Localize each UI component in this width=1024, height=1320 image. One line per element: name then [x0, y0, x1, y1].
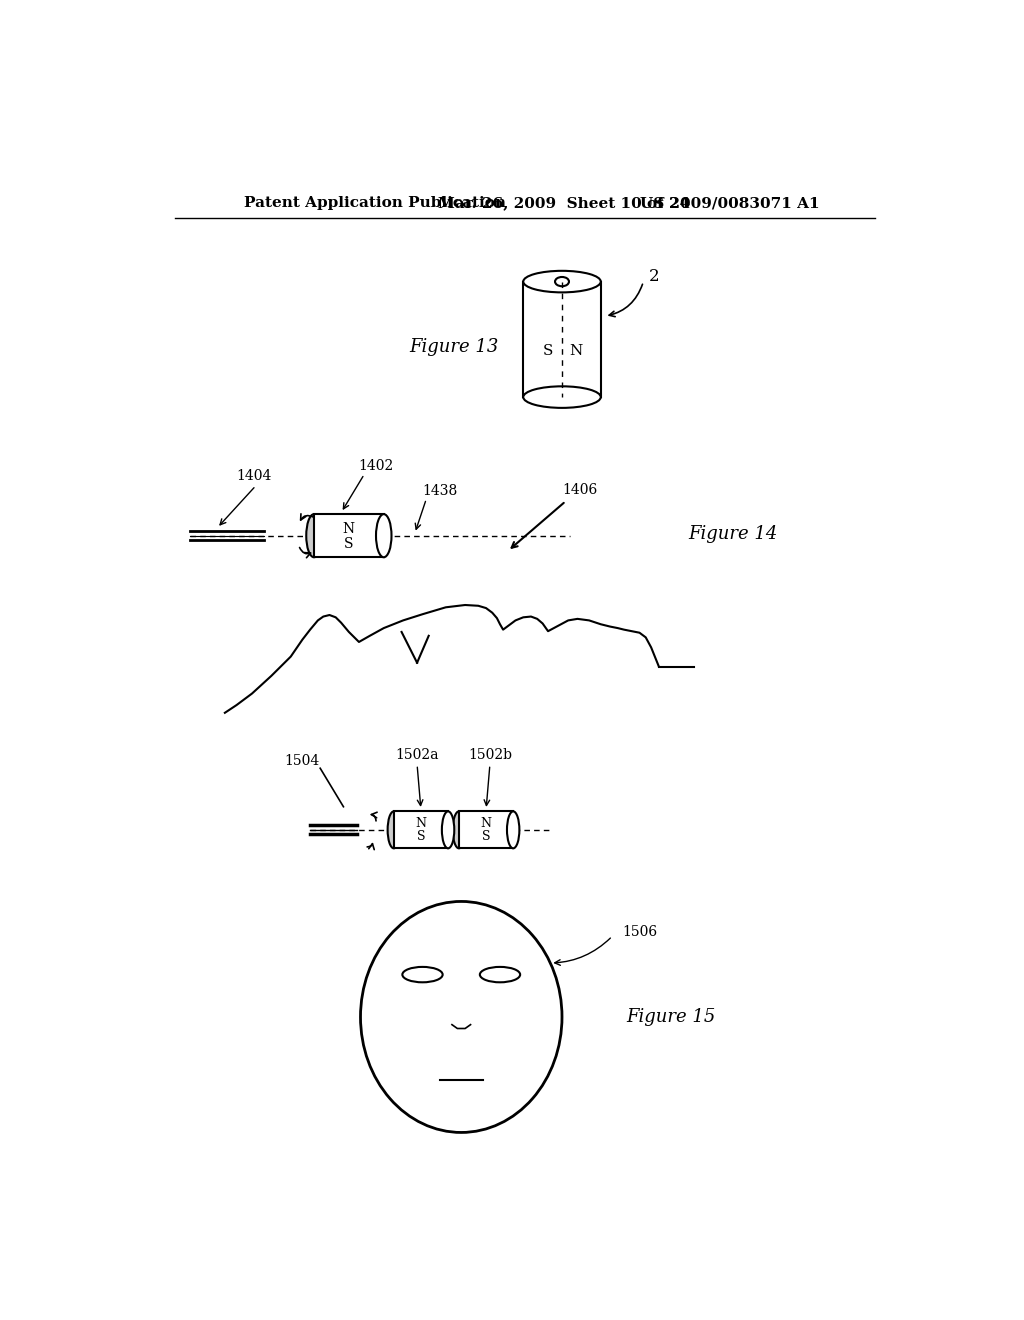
Ellipse shape	[306, 515, 322, 557]
Ellipse shape	[442, 812, 455, 849]
Text: S: S	[543, 345, 553, 358]
Ellipse shape	[453, 812, 465, 849]
Text: 1504: 1504	[285, 754, 319, 767]
Text: 2: 2	[649, 268, 659, 285]
Text: N: N	[569, 345, 583, 358]
Text: 1402: 1402	[358, 459, 393, 474]
Text: Patent Application Publication: Patent Application Publication	[245, 197, 506, 210]
Bar	[523, 281, 601, 397]
Ellipse shape	[523, 271, 601, 293]
Ellipse shape	[376, 515, 391, 557]
Text: N: N	[416, 817, 426, 830]
Text: 1502b: 1502b	[468, 748, 512, 762]
Bar	[394, 812, 449, 849]
Text: N: N	[343, 521, 355, 536]
Text: US 2009/0083071 A1: US 2009/0083071 A1	[640, 197, 819, 210]
Text: Figure 13: Figure 13	[409, 338, 499, 356]
Ellipse shape	[523, 387, 601, 408]
Text: Figure 14: Figure 14	[688, 525, 777, 543]
Text: Mar. 26, 2009  Sheet 10 of 24: Mar. 26, 2009 Sheet 10 of 24	[438, 197, 690, 210]
Text: S: S	[344, 537, 353, 552]
Ellipse shape	[388, 812, 400, 849]
Ellipse shape	[507, 812, 519, 849]
Text: 1406: 1406	[562, 483, 597, 496]
Text: N: N	[480, 817, 492, 830]
Text: 1438: 1438	[422, 484, 457, 498]
Bar	[459, 812, 513, 849]
Text: 1502a: 1502a	[395, 748, 439, 762]
Text: S: S	[417, 830, 425, 843]
Text: 1506: 1506	[622, 925, 657, 940]
Text: 1404: 1404	[236, 469, 271, 483]
Text: Figure 15: Figure 15	[626, 1008, 715, 1026]
Bar	[314, 515, 384, 557]
Text: S: S	[482, 830, 490, 843]
